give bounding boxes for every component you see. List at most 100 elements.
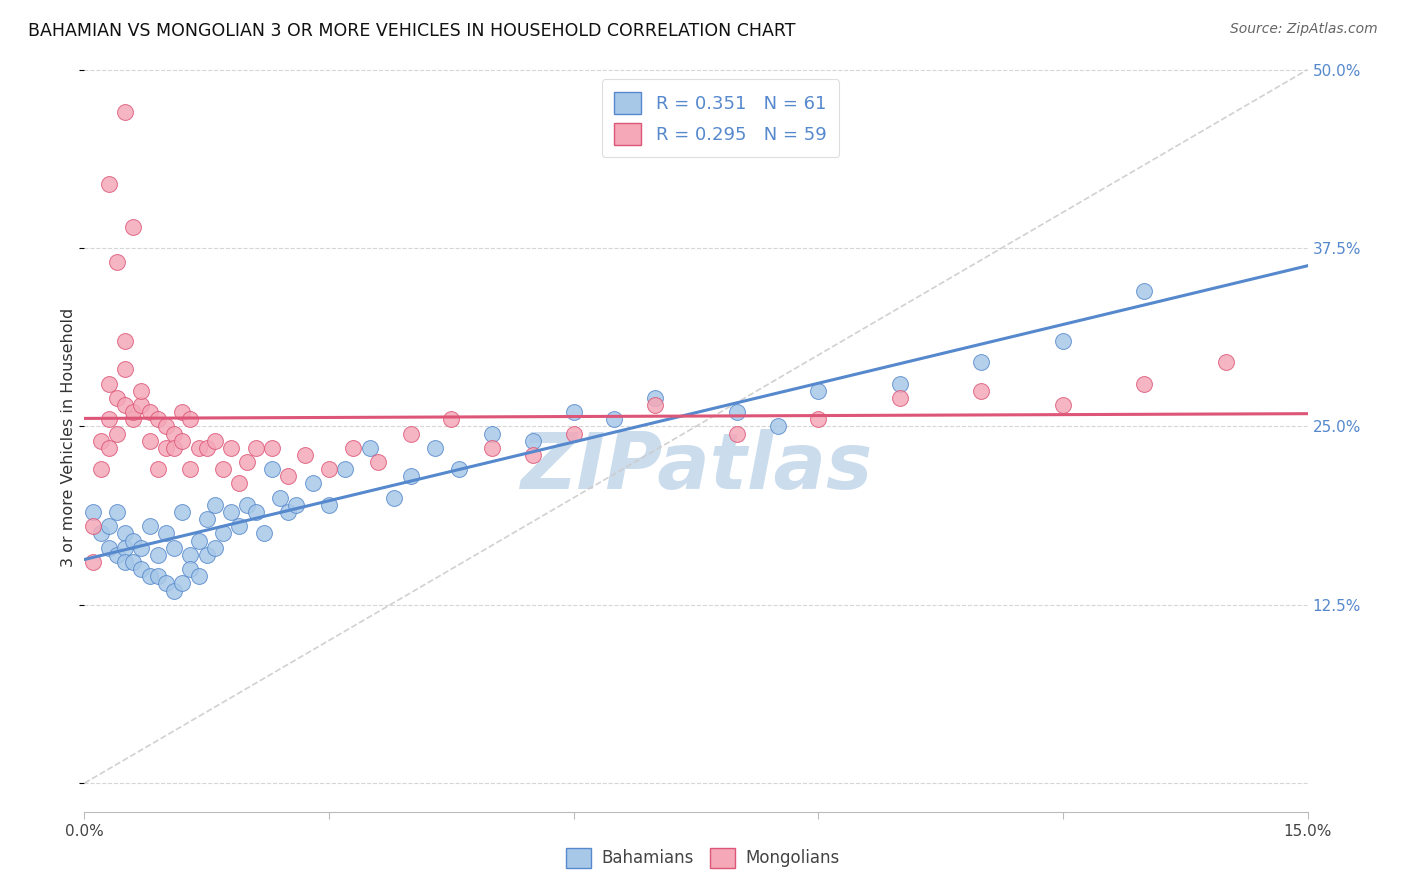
Point: [269, 491, 291, 505]
Point: [204, 498, 226, 512]
Point: [1133, 376, 1156, 391]
Point: [131, 398, 153, 412]
Point: [260, 462, 283, 476]
Point: [195, 512, 218, 526]
Point: [105, 505, 128, 519]
Point: [122, 412, 145, 426]
Point: [277, 469, 299, 483]
Point: [1133, 284, 1156, 298]
Point: [179, 462, 201, 476]
Point: [970, 384, 993, 398]
Point: [204, 434, 226, 448]
Point: [644, 398, 666, 412]
Text: BAHAMIAN VS MONGOLIAN 3 OR MORE VEHICLES IN HOUSEHOLD CORRELATION CHART: BAHAMIAN VS MONGOLIAN 3 OR MORE VEHICLES…: [28, 22, 796, 40]
Point: [236, 455, 259, 469]
Point: [318, 498, 340, 512]
Point: [105, 426, 128, 441]
Point: [90, 434, 112, 448]
Point: [114, 398, 136, 412]
Point: [155, 441, 177, 455]
Point: [766, 419, 789, 434]
Point: [245, 505, 267, 519]
Point: [399, 426, 422, 441]
Point: [90, 462, 112, 476]
Point: [212, 462, 235, 476]
Point: [114, 362, 136, 376]
Point: [179, 562, 201, 576]
Point: [114, 555, 136, 569]
Point: [122, 533, 145, 548]
Point: [163, 426, 186, 441]
Point: [522, 448, 544, 462]
Point: [114, 334, 136, 348]
Point: [97, 519, 120, 533]
Point: [970, 355, 993, 369]
Point: [97, 441, 120, 455]
Point: [105, 548, 128, 562]
Point: [219, 505, 242, 519]
Point: [301, 476, 323, 491]
Point: [644, 391, 666, 405]
Point: [342, 441, 364, 455]
Point: [245, 441, 267, 455]
Point: [481, 441, 503, 455]
Point: [187, 569, 209, 583]
Point: [367, 455, 389, 469]
Point: [122, 219, 145, 234]
Point: [146, 412, 169, 426]
Point: [122, 405, 145, 419]
Y-axis label: 3 or more Vehicles in Household: 3 or more Vehicles in Household: [60, 308, 76, 566]
Point: [277, 505, 299, 519]
Point: [82, 555, 104, 569]
Point: [155, 526, 177, 541]
Point: [172, 505, 194, 519]
Point: [399, 469, 422, 483]
Point: [219, 441, 242, 455]
Point: [1215, 355, 1237, 369]
Point: [212, 526, 235, 541]
Point: [131, 541, 153, 555]
Point: [114, 526, 136, 541]
Point: [253, 526, 276, 541]
Point: [725, 426, 748, 441]
Point: [562, 405, 585, 419]
Point: [725, 405, 748, 419]
Point: [195, 548, 218, 562]
Point: [105, 391, 128, 405]
Point: [97, 412, 120, 426]
Point: [131, 562, 153, 576]
Point: [97, 376, 120, 391]
Text: ZIPatlas: ZIPatlas: [520, 429, 872, 505]
Point: [1052, 398, 1074, 412]
Point: [204, 541, 226, 555]
Point: [318, 462, 340, 476]
Text: Source: ZipAtlas.com: Source: ZipAtlas.com: [1230, 22, 1378, 37]
Point: [105, 255, 128, 269]
Point: [481, 426, 503, 441]
Point: [382, 491, 405, 505]
Point: [260, 441, 283, 455]
Point: [294, 448, 316, 462]
Point: [522, 434, 544, 448]
Point: [889, 376, 911, 391]
Point: [138, 569, 160, 583]
Point: [138, 405, 160, 419]
Point: [236, 498, 259, 512]
Point: [146, 548, 169, 562]
Point: [97, 541, 120, 555]
Point: [97, 177, 120, 191]
Point: [163, 583, 186, 598]
Point: [187, 533, 209, 548]
Legend: Bahamians, Mongolians: Bahamians, Mongolians: [560, 841, 846, 875]
Point: [155, 576, 177, 591]
Point: [807, 412, 830, 426]
Point: [440, 412, 463, 426]
Point: [449, 462, 471, 476]
Point: [114, 541, 136, 555]
Point: [90, 526, 112, 541]
Point: [285, 498, 308, 512]
Point: [603, 412, 626, 426]
Point: [172, 576, 194, 591]
Point: [138, 434, 160, 448]
Point: [146, 569, 169, 583]
